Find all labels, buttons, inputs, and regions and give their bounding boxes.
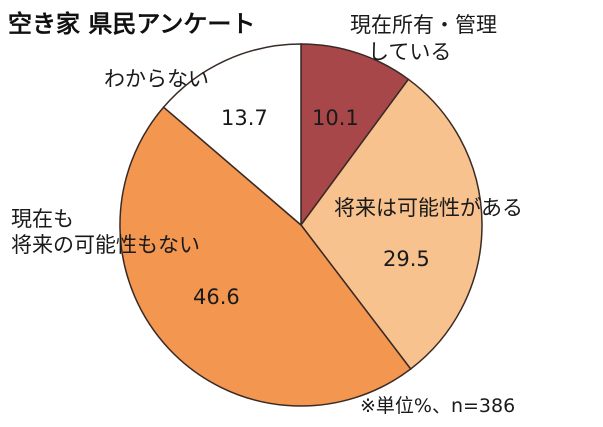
slice-label-unknown: わからない — [104, 67, 209, 91]
slice-value-unknown: 13.7 — [221, 106, 268, 130]
slice-value-owning: 10.1 — [312, 106, 359, 130]
slice-label-no-plans-line-2: 将来の可能性もない — [11, 233, 200, 257]
slice-label-no-plans-line-1: 現在も — [11, 207, 74, 231]
pie-slices — [119, 43, 483, 407]
slice-label-future-possible: 将来は可能性がある — [334, 196, 523, 220]
pie-slice-unknown — [162, 43, 302, 227]
slice-value-future-possible: 29.5 — [383, 247, 430, 271]
slice-label-owning-line-2: している — [368, 40, 451, 64]
slice-label-owning-line-1: 現在所有・管理 — [350, 13, 497, 37]
chart-title: 空き家 県民アンケート — [8, 10, 255, 38]
pie-slice-future-possible — [300, 78, 483, 371]
slice-value-no-plans: 46.6 — [193, 285, 240, 309]
unit-note: ※単位%、n=386 — [360, 395, 515, 417]
pie-slice-no-plans — [119, 106, 412, 407]
pie-slice-owning — [300, 43, 410, 228]
